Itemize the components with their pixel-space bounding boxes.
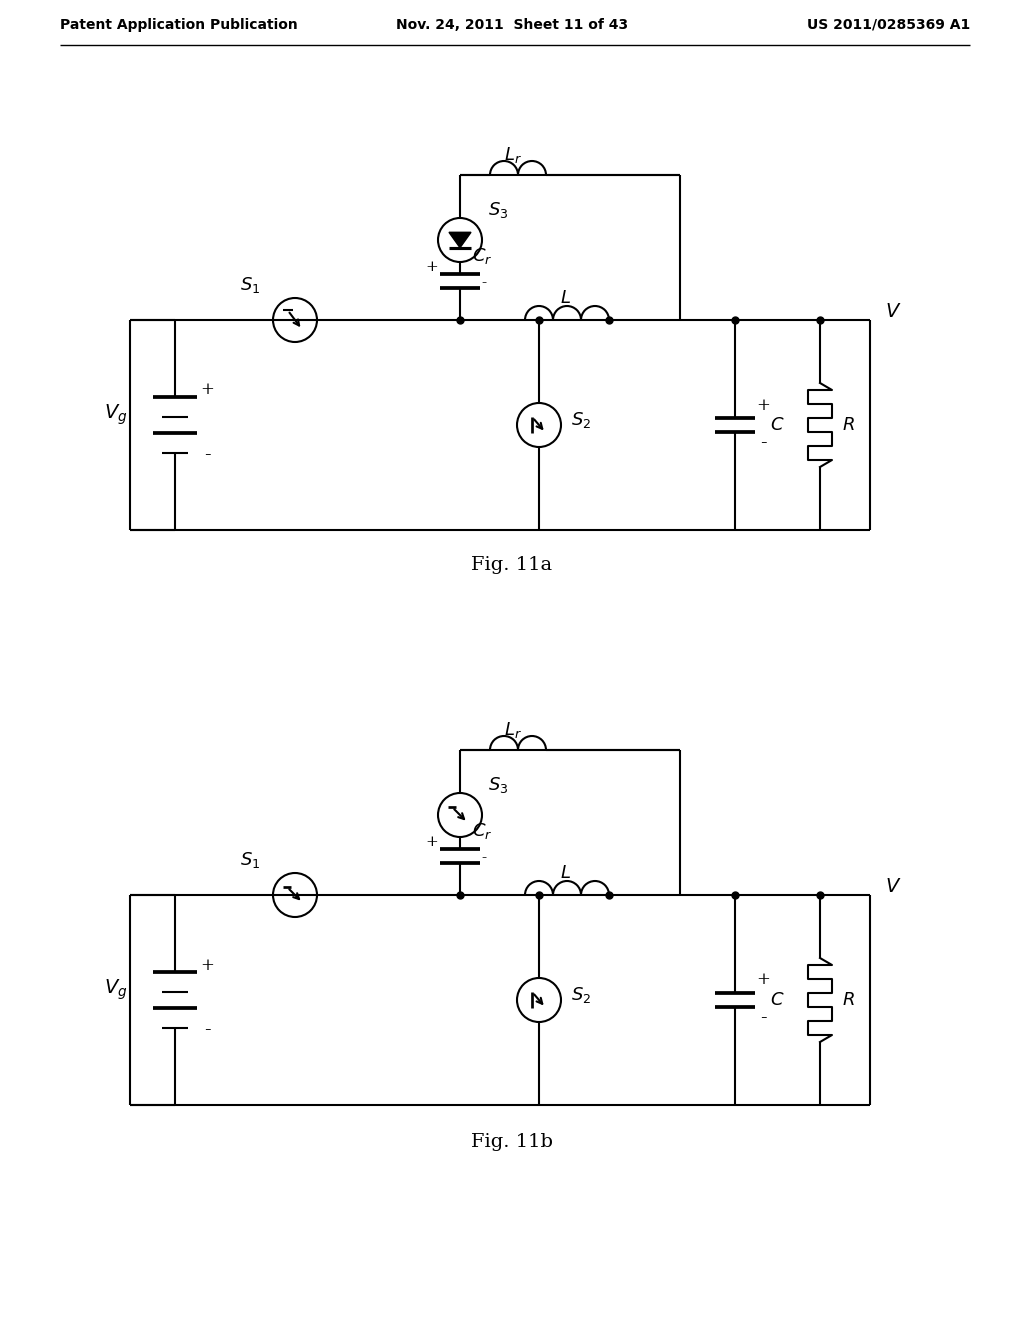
Text: +: +: [200, 957, 214, 974]
Text: $S_2$: $S_2$: [571, 411, 591, 430]
Text: $S_3$: $S_3$: [488, 201, 508, 220]
Text: -: -: [204, 446, 210, 465]
Text: Fig. 11b: Fig. 11b: [471, 1133, 553, 1151]
Text: $L$: $L$: [560, 865, 571, 882]
Text: -: -: [481, 276, 486, 290]
Text: $S_1$: $S_1$: [240, 275, 260, 294]
Text: $C$: $C$: [770, 416, 784, 434]
Text: +: +: [200, 381, 214, 399]
Text: -: -: [204, 1020, 210, 1039]
Text: $C_r$: $C_r$: [472, 821, 493, 841]
Text: +: +: [426, 260, 438, 275]
Text: -: -: [760, 1008, 766, 1027]
Text: +: +: [756, 972, 770, 989]
Text: $L$: $L$: [560, 289, 571, 308]
Text: $C_r$: $C_r$: [472, 246, 493, 267]
Text: $S_1$: $S_1$: [240, 850, 260, 870]
Text: $C$: $C$: [770, 991, 784, 1008]
Text: +: +: [426, 836, 438, 849]
Text: -: -: [481, 851, 486, 865]
Text: $R$: $R$: [842, 991, 855, 1008]
Text: +: +: [756, 396, 770, 413]
Text: $S_3$: $S_3$: [488, 775, 508, 795]
Text: $L_r$: $L_r$: [504, 145, 522, 165]
Text: $L_r$: $L_r$: [504, 719, 522, 741]
Text: US 2011/0285369 A1: US 2011/0285369 A1: [807, 18, 970, 32]
Text: Patent Application Publication: Patent Application Publication: [60, 18, 298, 32]
Text: Fig. 11a: Fig. 11a: [471, 556, 553, 574]
Text: $V_g$: $V_g$: [103, 403, 127, 428]
Text: -: -: [760, 434, 766, 451]
Polygon shape: [449, 232, 471, 248]
Text: $S_2$: $S_2$: [571, 985, 591, 1005]
Text: $V$: $V$: [885, 878, 901, 896]
Text: Nov. 24, 2011  Sheet 11 of 43: Nov. 24, 2011 Sheet 11 of 43: [396, 18, 628, 32]
Text: $R$: $R$: [842, 416, 855, 434]
Text: $V$: $V$: [885, 304, 901, 321]
Text: $V_g$: $V_g$: [103, 978, 127, 1002]
